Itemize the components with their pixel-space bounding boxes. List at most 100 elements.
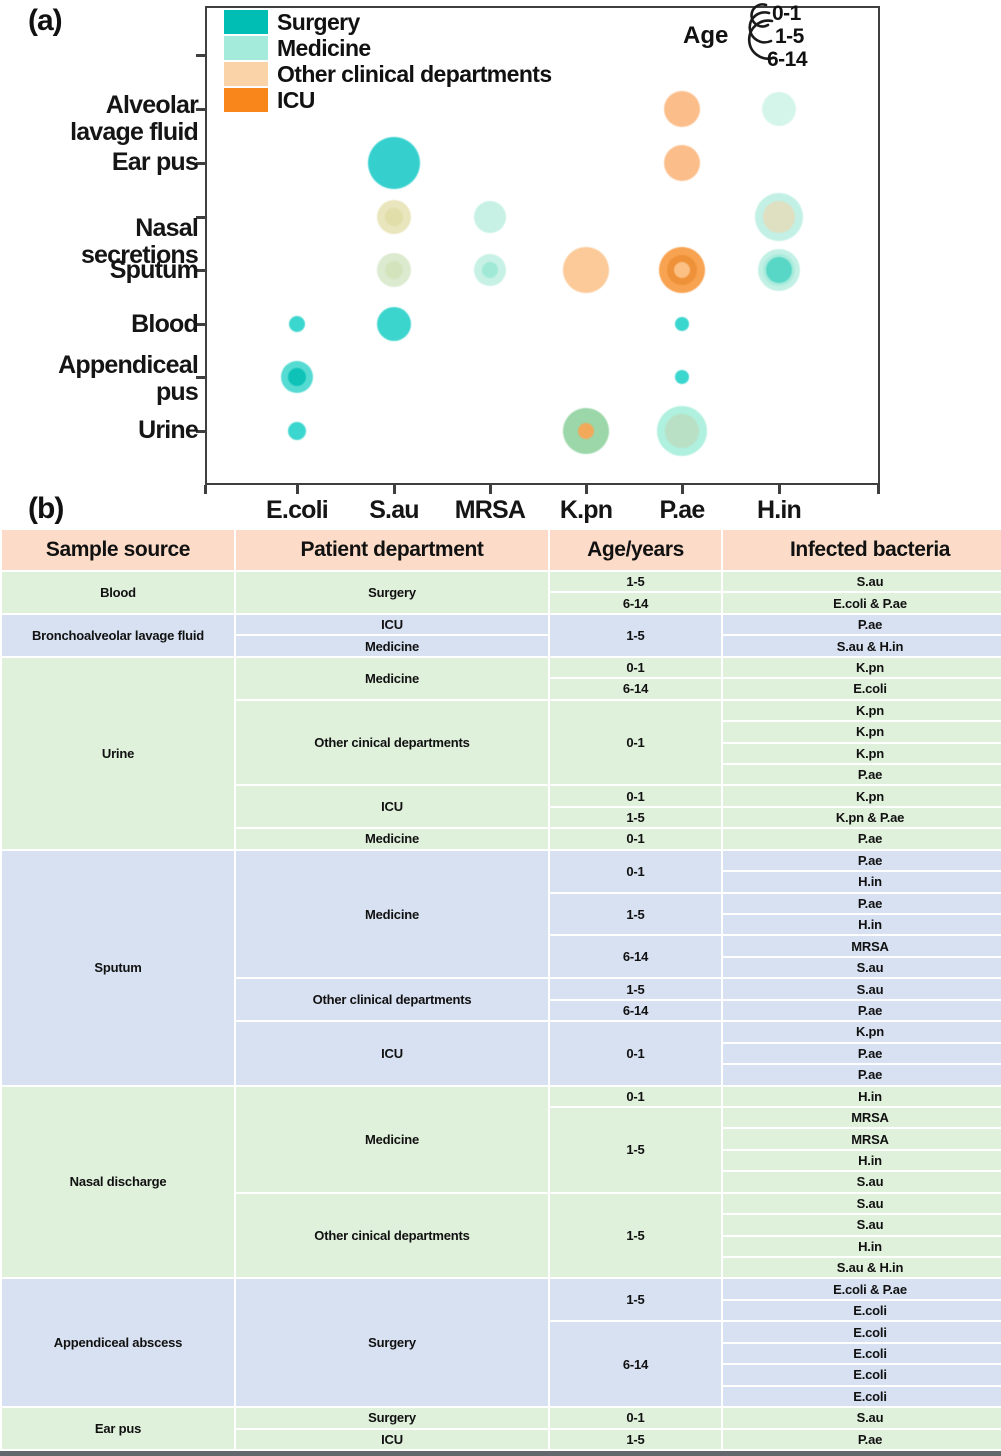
bacteria-cell: K.pn	[721, 784, 1001, 808]
table-row: MRSA	[1, 1127, 1001, 1151]
table-row: S.au	[1, 955, 1001, 980]
legend-label: ICU	[277, 86, 315, 113]
table-row: E.coli	[1, 1363, 1001, 1387]
x-axis-label: S.au	[369, 496, 419, 524]
department-cell: Medicine	[234, 655, 550, 701]
bacteria-cell: K.pn	[721, 655, 1001, 680]
age-cell: 1-5	[548, 569, 723, 594]
table-header-row: Sample source Patient department Age/years…	[0, 528, 1001, 572]
bubble-Pae-appendiceal-pus	[675, 370, 689, 384]
department-cell: Surgery	[234, 1277, 550, 1409]
bubble-Kpn-urine	[578, 423, 594, 439]
table-row: Sputum Medicine 0-1 P.ae	[0, 848, 1001, 1087]
sample-source-cell: Urine	[0, 655, 236, 851]
table-row: E.coli	[1, 1341, 1001, 1366]
legend-item: ICU	[224, 86, 552, 113]
column-header: Sample source	[0, 528, 236, 572]
bacteria-cell: H.in	[721, 1148, 1001, 1173]
sample-source-cell: Sputum	[0, 848, 236, 1087]
table-row: ICU 0-1 K.pn	[1, 784, 1001, 830]
department-cell: Surgery	[234, 570, 550, 615]
age-cell: 6-14	[548, 998, 723, 1023]
age-cell: 0-1	[548, 1406, 723, 1430]
table-row: Bronchoalveolar lavage fluid ICU 1-5 P.ae	[0, 612, 1001, 658]
table-row: H.in	[1, 1234, 1001, 1259]
department-cell: Medicine	[234, 634, 550, 658]
table-panel: Sample source Patient department Age/years…	[0, 528, 1001, 1456]
bacteria-cell: K.pn	[721, 698, 1001, 723]
table-body: Blood Surgery 1-5 S.au 6-14 E.coli & P.ae Bron…	[0, 569, 1001, 1451]
department-cell: Medicine	[234, 848, 550, 980]
table-row: Ear pus Surgery 0-1 S.au	[0, 1406, 1001, 1451]
table-row: E.coli	[1, 1384, 1001, 1409]
bubble-Sau-ear-pus	[368, 137, 420, 189]
bacteria-cell: P.ae	[721, 762, 1001, 787]
bacteria-cell: K.pn & P.ae	[721, 805, 1001, 830]
sample-table: Sample source Patient department Age/years…	[0, 528, 1001, 1451]
y-axis-label: Ear pus	[111, 148, 199, 176]
y-axis-tick	[196, 162, 205, 165]
bubble-Hin-alveolar-lavage-fluid	[762, 92, 796, 126]
legend-swatch	[224, 62, 268, 86]
department-cell: Medicine	[234, 827, 550, 851]
column-header: Infected bacteria	[721, 528, 1001, 572]
table-row: 1-5 MRSA	[1, 1105, 1001, 1194]
table-bottom-bar	[0, 1451, 1001, 1456]
department-cell: ICU	[234, 1020, 550, 1087]
y-axis-tick	[196, 376, 205, 379]
bacteria-cell: H.in	[721, 912, 1001, 937]
bacteria-cell: P.ae	[721, 891, 1001, 916]
bacteria-cell: S.au	[721, 1213, 1001, 1237]
table-row: H.in	[1, 912, 1001, 937]
x-axis-tick	[877, 485, 880, 494]
sample-source-cell: Bronchoalveolar lavage fluid	[0, 612, 236, 658]
y-axis-label: Appendiceal pus	[58, 351, 199, 406]
table-row: Blood Surgery 1-5 S.au	[0, 569, 1001, 615]
bacteria-cell: E.coli	[721, 1384, 1001, 1409]
table-row: 6-14 P.ae	[1, 998, 1001, 1023]
y-axis-tick	[196, 269, 205, 272]
bubble-Ecoli-appendiceal-pus	[288, 368, 306, 386]
table-row: K.pn	[1, 720, 1001, 744]
bacteria-cell: S.au	[721, 1406, 1001, 1430]
age-cell: 1-5	[548, 977, 723, 1001]
column-header: Patient department	[234, 528, 550, 572]
bacteria-cell: S.au	[721, 1191, 1001, 1216]
department-cell: Other cinical departments	[234, 698, 550, 787]
legend-swatch	[224, 10, 268, 34]
bubble-Pae-blood	[675, 317, 689, 331]
table-row: 1-5 P.ae	[1, 891, 1001, 937]
table-row: H.in	[1, 870, 1001, 894]
age-cell: 0-1	[548, 1084, 723, 1108]
table-row: Other cinical departments 0-1 K.pn	[1, 698, 1001, 787]
table-row: P.ae	[1, 1041, 1001, 1066]
table-row: Urine Medicine 0-1 K.pn	[0, 655, 1001, 851]
department-cell: Surgery	[234, 1406, 550, 1430]
plot-area	[205, 6, 880, 485]
bacteria-cell: S.au & H.in	[721, 1255, 1001, 1280]
bacteria-cell: S.au	[721, 569, 1001, 594]
x-axis-tick	[393, 485, 396, 494]
age-size-label: 6-14	[767, 48, 808, 71]
age-cell: 0-1	[548, 848, 723, 894]
age-cell: 1-5	[548, 1105, 723, 1194]
panel-a-label: (a)	[28, 4, 63, 37]
age-arc-icon	[747, 3, 775, 60]
age-size-label: 1-5	[775, 25, 804, 48]
table-row: Nasal discharge Medicine 0-1 H.in	[0, 1084, 1001, 1280]
bubble-Ecoli-blood	[289, 316, 305, 332]
age-cell: 0-1	[548, 827, 723, 851]
bacteria-cell: K.pn	[721, 741, 1001, 765]
bubble-Sau-nasal-secretions	[385, 208, 403, 226]
age-cell: 1-5	[548, 1277, 723, 1323]
y-axis-tick	[196, 323, 205, 326]
age-cell: 1-5	[548, 1427, 723, 1451]
department-cell: ICU	[234, 784, 550, 830]
table-row: Medicine 0-1 P.ae	[1, 827, 1001, 851]
bacteria-cell: K.pn	[721, 1020, 1001, 1044]
age-cell: 0-1	[548, 1020, 723, 1087]
table-row: S.au	[1, 1170, 1001, 1194]
bacteria-cell: MRSA	[721, 934, 1001, 958]
department-cell: ICU	[234, 612, 550, 637]
